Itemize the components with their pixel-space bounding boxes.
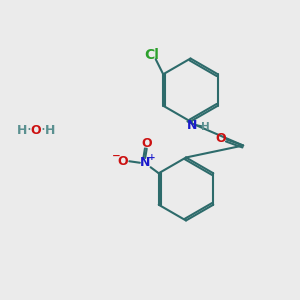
- Text: N: N: [140, 156, 150, 169]
- Text: −: −: [112, 151, 121, 161]
- Text: O: O: [141, 137, 152, 150]
- Text: O: O: [117, 155, 128, 168]
- Text: N: N: [187, 118, 197, 132]
- Text: H: H: [201, 122, 210, 132]
- Text: H: H: [16, 124, 27, 137]
- Text: H: H: [45, 124, 56, 137]
- Text: +: +: [148, 153, 156, 162]
- Text: O: O: [31, 124, 41, 137]
- Text: Cl: Cl: [144, 48, 159, 62]
- Text: ·: ·: [41, 123, 46, 138]
- Text: O: O: [215, 131, 226, 145]
- Text: ·: ·: [26, 123, 31, 138]
